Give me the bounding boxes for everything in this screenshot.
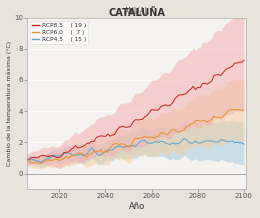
Y-axis label: Cambio de la temperatura máxima (°C): Cambio de la temperatura máxima (°C) — [7, 41, 12, 166]
Title: CATALUÑA: CATALUÑA — [108, 8, 165, 18]
X-axis label: Año: Año — [128, 202, 145, 211]
Legend: RCP8.5    ( 19 ), RCP6.0    (  7 ), RCP4.5    ( 15 ): RCP8.5 ( 19 ), RCP6.0 ( 7 ), RCP4.5 ( 15… — [30, 20, 88, 44]
Text: ANUAL: ANUAL — [124, 7, 150, 16]
